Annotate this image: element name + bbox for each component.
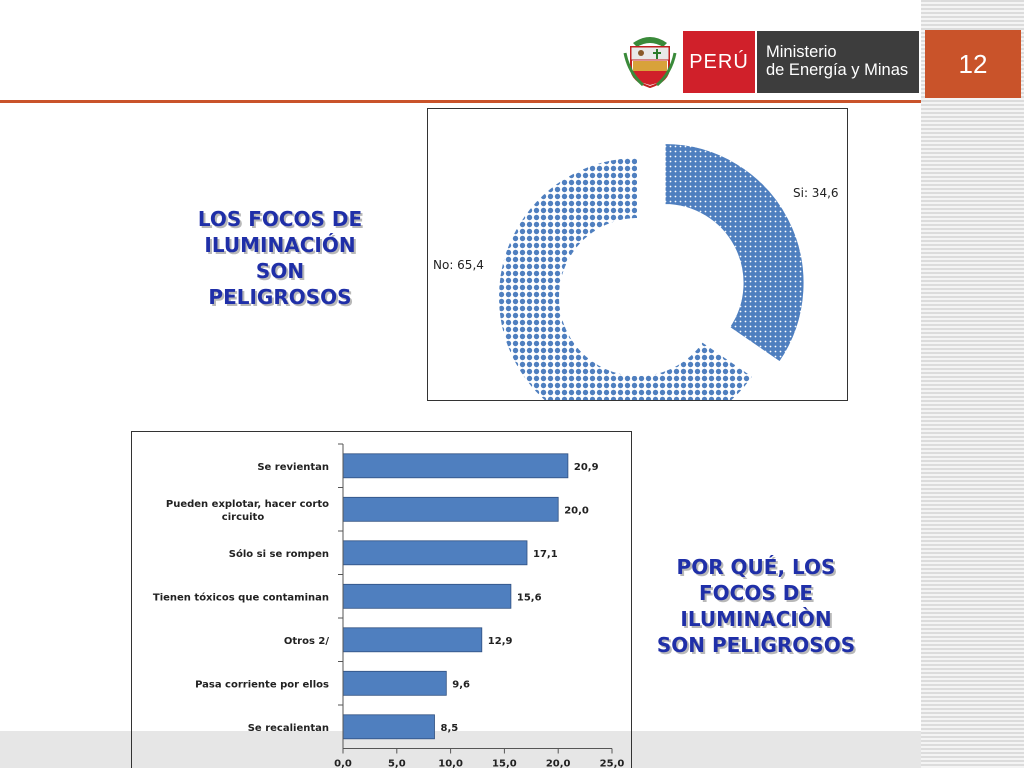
x-tick-label-5: 25,0 bbox=[600, 759, 625, 770]
x-tick-label-4: 20,0 bbox=[546, 759, 571, 770]
x-tick-label-1: 5,0 bbox=[388, 759, 406, 770]
bar-chart-frame: 20,9 Se revientan 20,0 Pueden explotar, hac… bbox=[131, 431, 632, 770]
bar-value-label-4: 12,9 bbox=[488, 636, 513, 647]
peru-logo: PERÚ bbox=[683, 31, 755, 93]
bar-0 bbox=[342, 453, 569, 479]
bar-value-label-1: 20,0 bbox=[564, 505, 589, 516]
left-heading-line-1: LOS FOCOS DE bbox=[197, 207, 363, 231]
donut-label-no: No: 65,4 bbox=[433, 258, 484, 272]
side-panel bbox=[921, 0, 1024, 768]
category-label-1-line-1: circuito bbox=[222, 512, 265, 523]
bar-value-label-5: 9,6 bbox=[452, 679, 470, 690]
bar-3 bbox=[342, 583, 512, 609]
bar-1 bbox=[342, 496, 559, 522]
donut-label-si: Si: 34,6 bbox=[793, 186, 839, 200]
coat-of-arms-icon bbox=[623, 37, 677, 89]
bar-value-label-0: 20,9 bbox=[574, 462, 599, 473]
bar-value-label-6: 8,5 bbox=[441, 723, 459, 734]
right-heading-line-2: FOCOS DE bbox=[699, 581, 813, 605]
category-label-1-line-0: Pueden explotar, hacer corto bbox=[166, 499, 329, 510]
ministry-logo: Ministerio de Energía y Minas bbox=[757, 31, 919, 93]
left-heading: LOS FOCOS DE ILUMINACIÓN SON PELIGROSOS bbox=[160, 206, 400, 310]
right-heading: POR QUÉ, LOS FOCOS DE ILUMINACIÒN SON PE… bbox=[626, 554, 886, 658]
bar-4 bbox=[342, 627, 483, 653]
donut-slice-si bbox=[663, 142, 806, 364]
bar-5 bbox=[342, 670, 447, 696]
peru-label: PERÚ bbox=[689, 50, 749, 73]
left-heading-line-2: ILUMINACIÓN bbox=[204, 233, 356, 257]
x-tick-label-3: 15,0 bbox=[492, 759, 517, 770]
bar-6 bbox=[342, 714, 435, 740]
category-label-0: Se revientan bbox=[257, 462, 329, 473]
bar-2 bbox=[342, 540, 528, 566]
bar-chart: 20,9 Se revientan 20,0 Pueden explotar, hac… bbox=[153, 443, 625, 770]
category-label-4: Otros 2/ bbox=[284, 636, 329, 647]
ministry-line-2: de Energía y Minas bbox=[766, 61, 909, 79]
right-heading-line-1: POR QUÉ, LOS bbox=[676, 555, 836, 579]
donut-chart-frame: Si: 34,6 No: 65,4 bbox=[427, 108, 848, 438]
header-divider bbox=[0, 100, 921, 103]
category-label-5: Pasa corriente por ellos bbox=[195, 679, 329, 690]
footer-band bbox=[0, 731, 921, 768]
left-heading-line-3: SON bbox=[255, 259, 305, 283]
category-label-6: Se recalientan bbox=[248, 723, 329, 734]
right-heading-line-4: SON PELIGROSOS bbox=[656, 633, 856, 657]
page-number: 12 bbox=[958, 48, 988, 79]
x-tick-label-2: 10,0 bbox=[438, 759, 463, 770]
category-label-2: Sólo si se rompen bbox=[229, 548, 329, 560]
bar-value-label-3: 15,6 bbox=[517, 592, 542, 603]
left-heading-line-4: PELIGROSOS bbox=[208, 285, 352, 309]
x-tick-label-0: 0,0 bbox=[334, 759, 352, 770]
page-number-badge: 12 bbox=[925, 30, 1021, 98]
right-heading-line-3: ILUMINACIÒN bbox=[680, 607, 832, 631]
donut-chart: Si: 34,6 No: 65,4 bbox=[433, 142, 839, 438]
category-label-3: Tienen tóxicos que contaminan bbox=[153, 591, 329, 603]
ministry-line-1: Ministerio bbox=[766, 43, 837, 61]
bar-value-label-2: 17,1 bbox=[533, 549, 558, 560]
